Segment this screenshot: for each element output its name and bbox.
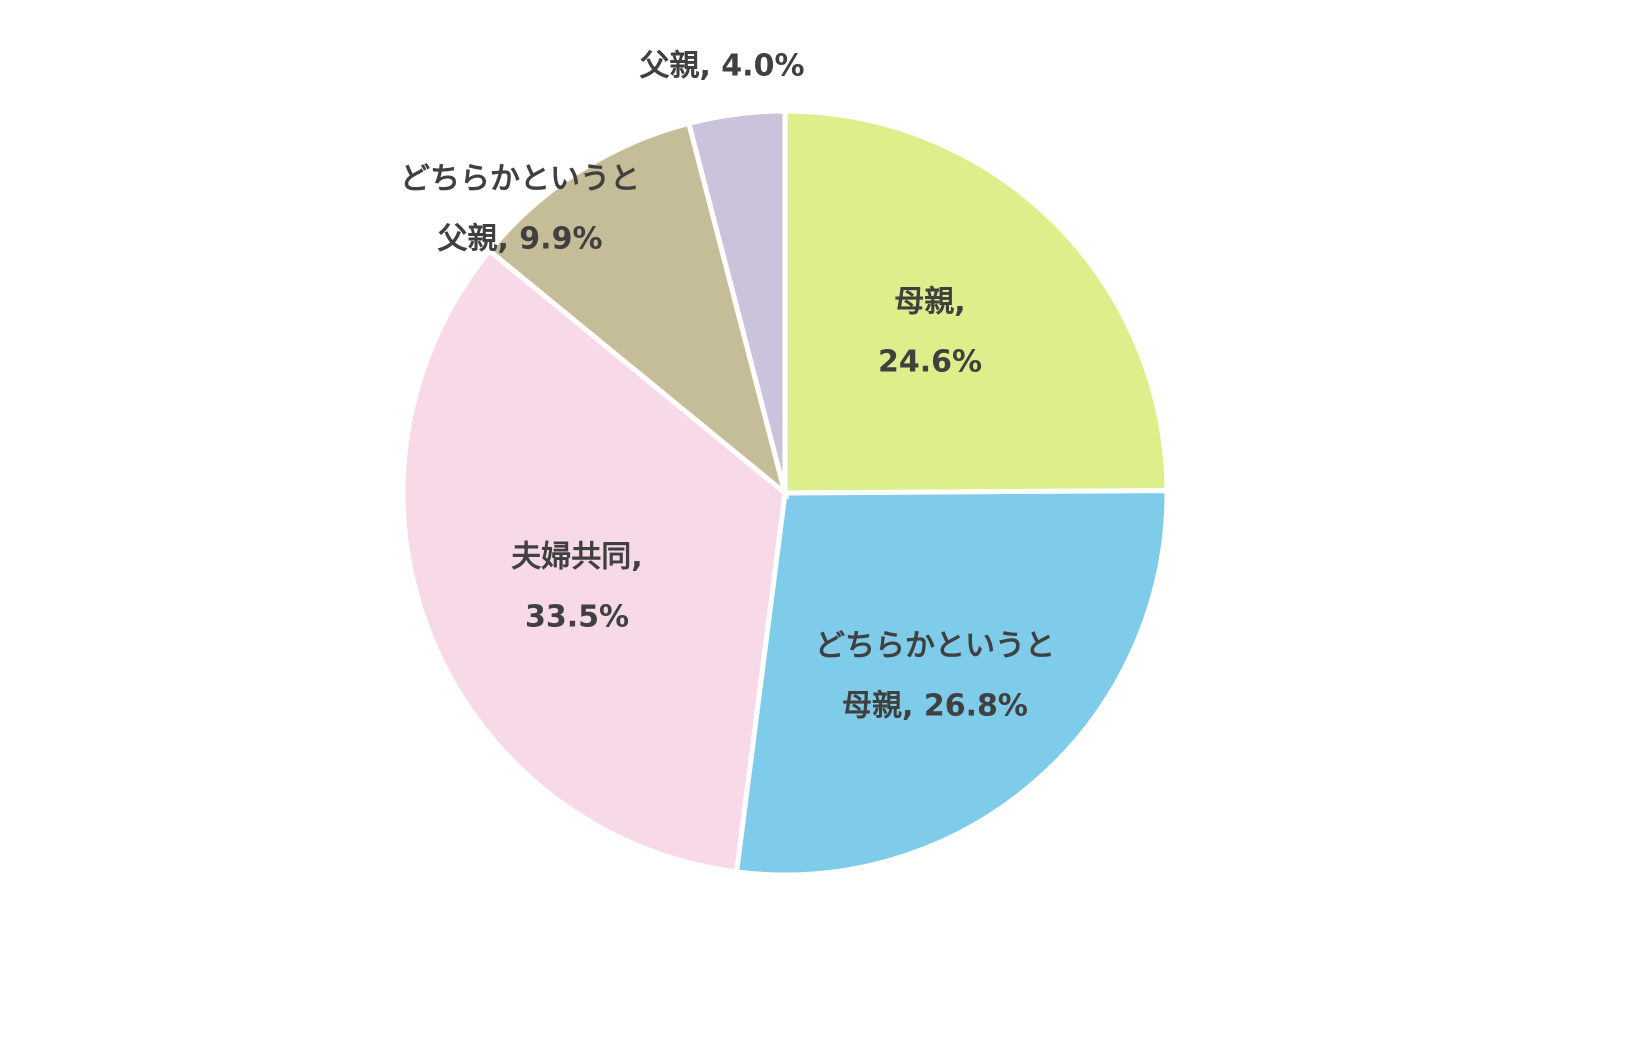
pie-slice xyxy=(782,108,1170,496)
data-label: 母親, 26.8% xyxy=(842,689,1028,724)
data-label: どちらかというと xyxy=(400,162,640,197)
data-label: 父親, 9.9% xyxy=(437,222,602,257)
pie-slice xyxy=(400,247,788,875)
pie-slice xyxy=(685,108,788,494)
data-label: 母親, xyxy=(894,285,965,320)
data-label: どちらかというと xyxy=(815,629,1055,664)
data-label: 33.5% xyxy=(525,600,629,635)
data-label: 父親, 4.0% xyxy=(639,49,804,84)
pie-slice xyxy=(733,488,1170,878)
data-label: 夫婦共同, xyxy=(511,540,642,575)
data-label: 24.6% xyxy=(878,345,982,380)
